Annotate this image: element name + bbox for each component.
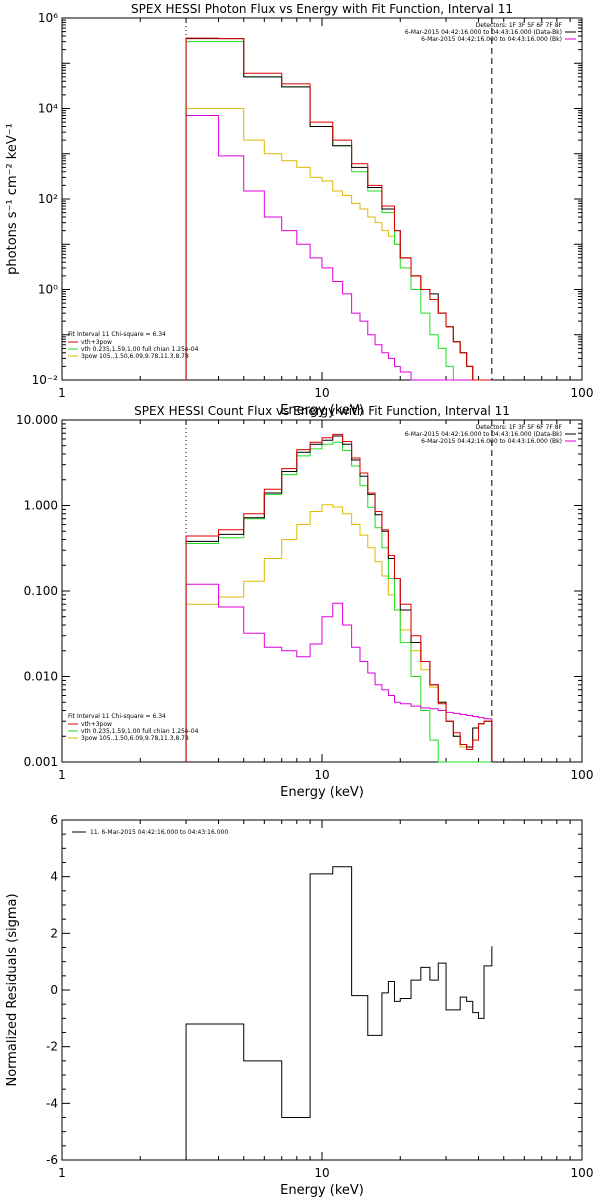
- chart-title: SPEX HESSI Count Flux vs Energy with Fit…: [134, 404, 510, 418]
- y-tick-label: 10⁻²: [32, 373, 59, 387]
- series-line-magenta: [185, 115, 492, 381]
- legend-top-text: 6-Mar-2015 04:42:16.000 to 04:43:16.000 …: [421, 438, 562, 445]
- series-line-yellow: [185, 504, 493, 762]
- chart-title: SPEX HESSI Photon Flux vs Energy with Fi…: [131, 2, 513, 16]
- plot-frame: [61, 419, 583, 763]
- legend-top-text: Detectors: 1F 3F 5F 6F 7F 8F: [476, 22, 563, 29]
- legend-top-text: Detectors: 1F 3F 5F 6F 7F 8F: [476, 424, 563, 431]
- x-tick-label: 1: [58, 1166, 66, 1180]
- y-tick-label: 0.010: [24, 670, 58, 684]
- legend-fit-item: 3pow 105.,1.50,6.09,9.78,11.3,8.78: [81, 353, 189, 360]
- legend-fit-header: Fit Interval 11 Chi-square = 6.34: [68, 713, 166, 720]
- y-tick-label: -2: [46, 1040, 58, 1054]
- y-tick-label: 0: [50, 983, 58, 997]
- y-tick-label: 10⁴: [38, 102, 58, 116]
- series-line-red: [185, 37, 492, 381]
- series-line-green: [185, 41, 492, 381]
- y-axis-label: photons s⁻¹ cm⁻² keV⁻¹: [5, 123, 20, 275]
- y-tick-label: 0.001: [24, 755, 58, 769]
- x-tick-label: 100: [571, 1166, 594, 1180]
- series-line-black: [185, 866, 493, 1160]
- y-tick-label: 6: [50, 813, 58, 827]
- series-line-yellow: [185, 108, 492, 381]
- y-tick-label: 10⁶: [38, 11, 58, 25]
- legend-fit-item: vth 0.235,1.59,1.00 full chian 1.25e-04: [81, 346, 199, 353]
- y-tick-label: 10.000: [16, 413, 58, 427]
- series-line-red: [185, 433, 493, 762]
- y-tick-label: -6: [46, 1153, 58, 1167]
- y-tick-label: -4: [46, 1096, 58, 1110]
- legend-top-text: 6-Mar-2015 04:42:16.000 to 04:43:16.000 …: [405, 29, 562, 36]
- x-tick-label: 1: [58, 768, 66, 782]
- y-tick-label: 4: [50, 870, 58, 884]
- legend-fit-item: vth 0.235,1.59,1.00 full chian 1.25e-04: [81, 728, 199, 735]
- x-axis-label: Energy (keV): [280, 403, 364, 418]
- plot-frame: [61, 819, 583, 1161]
- x-tick-label: 10: [314, 1166, 329, 1180]
- legend-fit-item: 3pow 105.,1.50,6.09,9.78,11.3,8.78: [81, 735, 189, 742]
- x-axis-label: Energy (keV): [280, 785, 364, 800]
- y-tick-label: 10⁰: [38, 283, 58, 297]
- legend-top-text: 11. 6-Mar-2015 04:42:16.000 to 04:43:16.…: [90, 829, 228, 836]
- legend-top-text: 6-Mar-2015 04:42:16.000 to 04:43:16.000 …: [405, 431, 562, 438]
- x-tick-label: 10: [314, 768, 329, 782]
- y-tick-label: 2: [50, 926, 58, 940]
- x-axis-label: Energy (keV): [280, 1183, 364, 1198]
- y-tick-label: 10²: [38, 192, 58, 206]
- legend-top-text: 6-Mar-2015 04:42:16.000 to 04:43:16.000 …: [421, 36, 562, 43]
- x-tick-label: 10: [314, 386, 329, 400]
- plot-frame: [61, 17, 583, 381]
- legend-fit-header: Fit Interval 11 Chi-square = 6.34: [68, 331, 166, 338]
- panel-3: 1 10 100 6 4 2 0 -2 -4 -6 Energy (keV) Normalized R…: [5, 813, 593, 1198]
- x-tick-label: 100: [571, 386, 594, 400]
- series-line-black: [185, 38, 492, 381]
- x-tick-label: 100: [571, 768, 594, 782]
- panel-2: 1 10 100 10.000 1.000 0.100 0.010 0.001 SPEX HES…: [16, 404, 593, 800]
- y-tick-label: 0.100: [24, 584, 58, 598]
- legend-fit-item: vth+3pow: [81, 721, 112, 728]
- panel-1: 1 10 100 10⁶ 10⁴ 10² 10⁰ 10⁻² SPEX HESSI Photon …: [5, 2, 593, 418]
- series-line-magenta: [185, 583, 493, 762]
- y-axis-label: Normalized Residuals (sigma): [5, 893, 20, 1086]
- x-tick-label: 1: [58, 386, 66, 400]
- y-tick-label: 1.000: [24, 499, 58, 513]
- legend-fit-item: vth+3pow: [81, 339, 112, 346]
